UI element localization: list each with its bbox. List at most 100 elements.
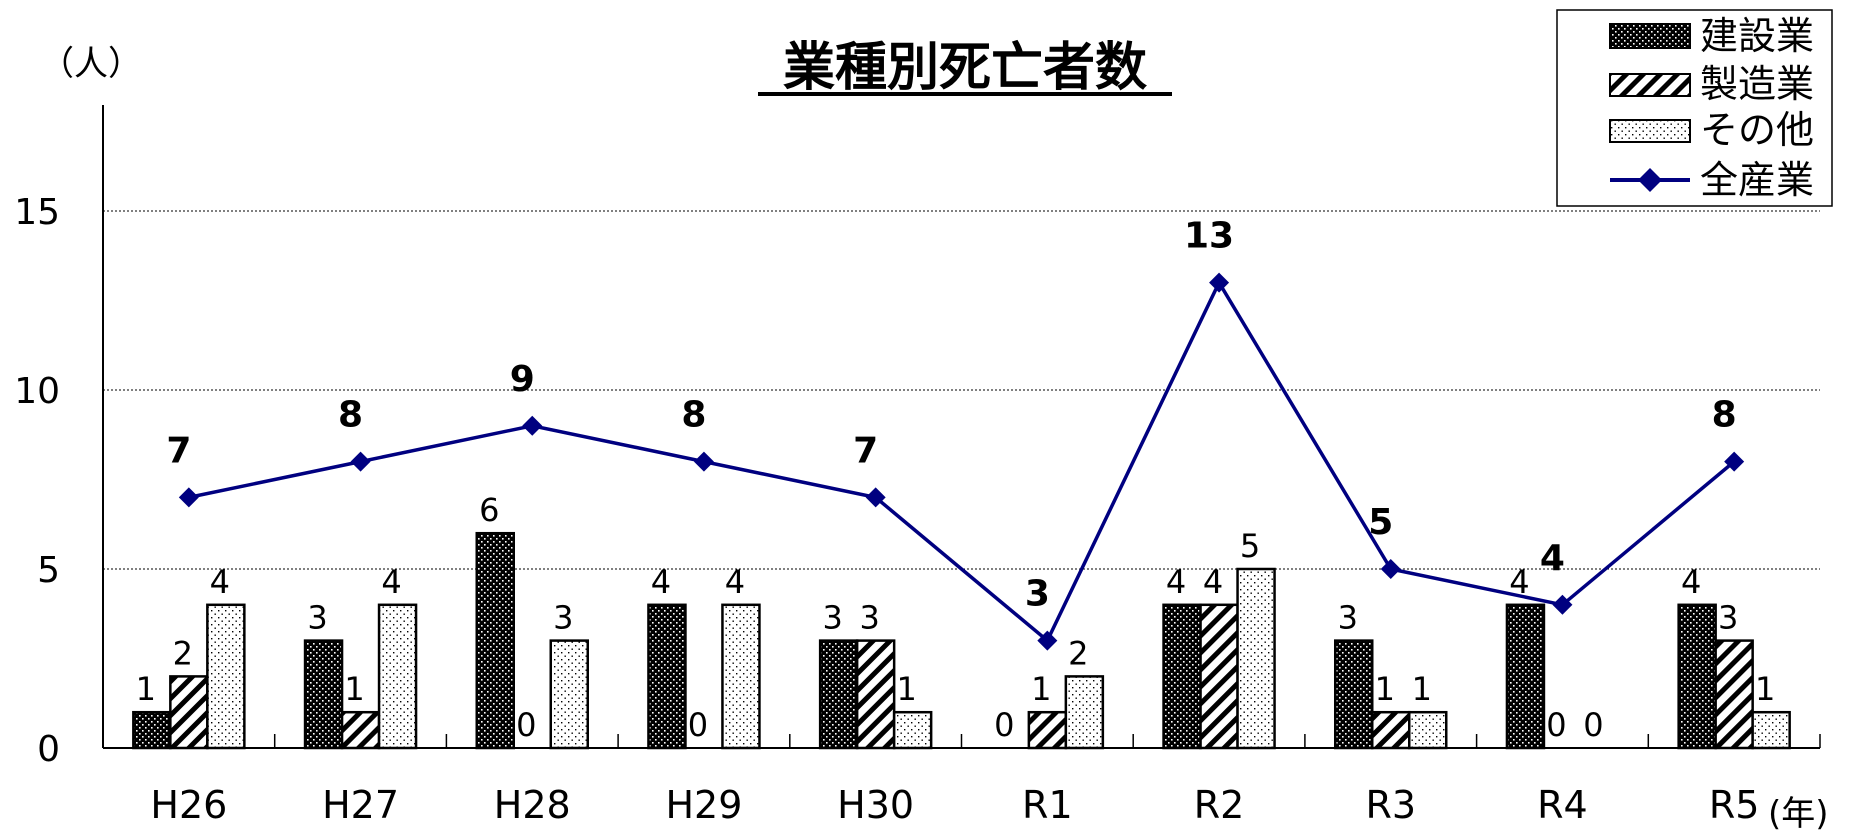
bar-construction	[132, 710, 172, 750]
total-label: 8	[681, 395, 706, 436]
total-marker	[178, 487, 199, 508]
legend-box	[1556, 9, 1833, 207]
bar-label-manufacturing: 0	[688, 706, 708, 744]
total-label: 3	[1025, 574, 1050, 615]
total-label: 5	[1368, 502, 1393, 543]
bar-manufacturing	[855, 639, 896, 750]
total-label: 4	[1540, 538, 1565, 579]
y-axis-ticks: 0 5 10 15	[14, 192, 60, 770]
x-category-label: H27	[322, 783, 399, 827]
bar-manufacturing	[1199, 603, 1239, 750]
bar-label-other: 1	[1412, 670, 1432, 708]
bar-other	[206, 603, 246, 750]
bar-label-construction: 6	[479, 491, 499, 529]
legend-swatch-other	[1609, 119, 1691, 143]
x-category-label: R2	[1194, 783, 1245, 827]
x-category-label: H29	[665, 783, 742, 827]
bar-other	[1408, 710, 1448, 750]
bar-manufacturing	[1371, 710, 1411, 750]
bar-other	[1751, 710, 1791, 750]
x-category-label: R5	[1709, 783, 1760, 827]
x-axis-categories: H26 H27 H28 H29 H30 R1 R2 R3 R4 R5	[150, 783, 1759, 827]
total-marker	[865, 487, 886, 508]
bar-label-other: 2	[1068, 634, 1088, 672]
bar-other	[892, 710, 933, 750]
legend-label-manufacturing: 製造業	[1700, 62, 1814, 106]
total-label: 8	[1712, 395, 1737, 436]
total-marker	[1552, 594, 1573, 615]
gridlines	[103, 210, 1820, 570]
bar-other	[721, 603, 761, 750]
bar-label-construction: 1	[136, 670, 156, 708]
total-labels: 7 8 9 8 7 3 13 5 4 8	[166, 216, 1736, 615]
bar-label-other: 1	[1755, 670, 1775, 708]
bar-label-construction: 0	[994, 706, 1014, 744]
total-marker	[1209, 272, 1230, 293]
total-line-path	[188, 278, 1736, 644]
total-marker	[1037, 630, 1058, 651]
legend-label-all: 全産業	[1700, 158, 1814, 202]
legend-swatch-manufacturing	[1609, 73, 1691, 97]
bar-label-other: 1	[896, 670, 916, 708]
total-label: 13	[1184, 216, 1234, 257]
bar-label-construction: 4	[651, 563, 671, 601]
x-category-label: R4	[1537, 783, 1588, 827]
y-tick-label: 0	[37, 729, 60, 770]
total-label: 9	[510, 359, 535, 400]
total-line	[178, 272, 1745, 651]
chart-title: 業種別死亡者数	[783, 38, 1147, 98]
bar-other	[1236, 567, 1276, 750]
bar-label-manufacturing: 0	[1546, 706, 1566, 744]
x-category-label: H26	[150, 783, 227, 827]
bar-label-manufacturing: 1	[344, 670, 364, 708]
bar-construction	[1677, 603, 1717, 750]
legend-swatch-construction	[1609, 23, 1691, 49]
legend-label-construction: 建設業	[1700, 14, 1814, 58]
total-marker	[1380, 559, 1401, 579]
bar-label-construction: 4	[1509, 563, 1529, 601]
total-label: 8	[338, 395, 363, 436]
total-label: 7	[166, 430, 191, 471]
x-category-label: H30	[837, 783, 914, 827]
x-unit-label: (年)	[1768, 794, 1829, 830]
bar-manufacturing	[169, 675, 209, 750]
bar-manufacturing	[1714, 639, 1754, 750]
bar-label-construction: 3	[822, 599, 842, 637]
bar-construction	[1334, 639, 1374, 750]
bar-construction	[303, 639, 344, 750]
y-unit-label: （人）	[40, 44, 142, 84]
bar-construction	[647, 603, 687, 750]
x-category-label: R3	[1365, 783, 1416, 827]
x-category-label: R1	[1022, 783, 1073, 827]
bar-manufacturing	[1027, 710, 1068, 750]
bar-label-construction: 3	[307, 599, 327, 637]
total-marker	[350, 451, 371, 472]
total-label: 7	[853, 430, 878, 471]
bar-construction	[1162, 603, 1202, 750]
axes	[102, 105, 1821, 749]
bar-label-manufacturing: 3	[859, 599, 879, 637]
bar-label-manufacturing: 2	[173, 634, 193, 672]
bar-label-other: 4	[210, 563, 230, 601]
bar-label-manufacturing: 1	[1375, 670, 1395, 708]
total-marker	[1724, 451, 1745, 472]
bar-other	[377, 603, 418, 750]
bar-other	[1064, 675, 1105, 750]
bar-label-other: 4	[381, 563, 401, 601]
bar-label-manufacturing: 3	[1718, 599, 1738, 637]
bar-label-other: 4	[725, 563, 745, 601]
total-marker	[522, 415, 543, 436]
bar-label-manufacturing: 1	[1031, 670, 1051, 708]
x-category-label: H28	[494, 783, 571, 827]
bar-label-other: 0	[1583, 706, 1603, 744]
legend-label-other: その他	[1700, 108, 1814, 152]
bar-label-construction: 4	[1166, 563, 1186, 601]
bar-label-manufacturing: 0	[516, 706, 536, 744]
bar-label-manufacturing: 4	[1203, 563, 1223, 601]
bar-construction	[1505, 603, 1546, 750]
bar-label-other: 3	[553, 599, 573, 637]
total-marker	[693, 451, 714, 472]
bar-other	[549, 639, 589, 750]
